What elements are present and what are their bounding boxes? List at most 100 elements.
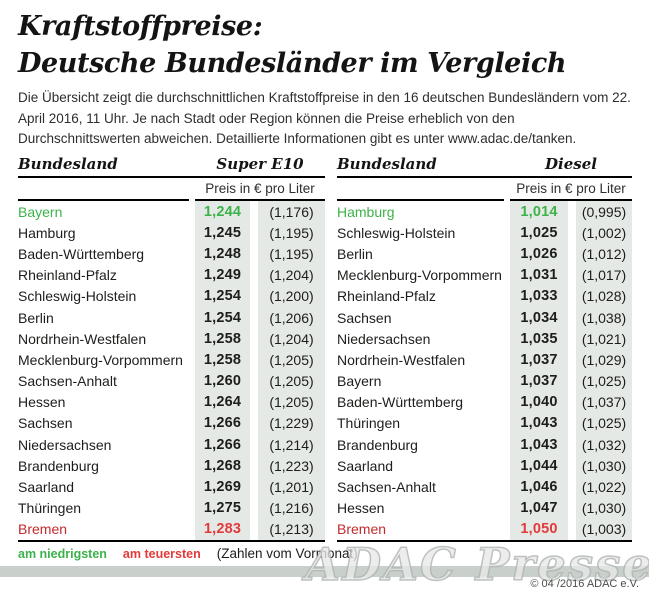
footer-bar (0, 566, 649, 577)
state-name: Brandenburg (337, 436, 418, 453)
column-gap (250, 307, 258, 328)
state-name: Sachsen (337, 309, 392, 326)
table-row: Bremen 1,050 (1,003) (337, 518, 632, 540)
column-gap (568, 498, 576, 519)
state-name: Thüringen (18, 500, 82, 517)
price-value: 1,260 (195, 370, 250, 392)
prev-month-value: (0,995) (576, 201, 632, 223)
prev-month-value: (1,205) (258, 370, 325, 392)
table-row: Berlin 1,254 (1,206) (18, 306, 325, 329)
state-name: Schleswig-Holstein (18, 288, 137, 305)
legend-note: (Zahlen vom Vormonat) (216, 546, 358, 561)
prev-month-value: (1,030) (576, 497, 632, 519)
prev-month-value: (1,205) (258, 349, 325, 371)
state-name: Hamburg (18, 224, 76, 241)
page-title-line2: Deutsche Bundesländer im Vergleich (18, 48, 567, 79)
table-row: Nordrhein-Westfalen 1,258 (1,204) (18, 328, 325, 350)
column-gap (568, 371, 576, 392)
price-value: 1,248 (195, 243, 250, 265)
state-name: Bayern (18, 203, 63, 220)
subheader-rule (18, 178, 189, 201)
table-row: Thüringen 1,043 (1,025) (337, 412, 632, 435)
price-value: 1,043 (510, 434, 568, 456)
table-row: Brandenburg 1,043 (1,032) (337, 434, 632, 456)
table-subheader: Preis in € pro Liter (337, 178, 632, 201)
prev-month-value: (1,201) (258, 476, 325, 498)
price-value: 1,254 (195, 306, 250, 329)
price-unit-label: Preis in € pro Liter (195, 178, 325, 201)
table-row: Baden-Württemberg 1,248 (1,195) (18, 243, 325, 265)
prev-month-value: (1,223) (258, 455, 325, 477)
price-value: 1,268 (195, 455, 250, 477)
price-value: 1,264 (195, 391, 250, 413)
page-title-line1: Kraftstoffpreise: (18, 11, 263, 42)
table-row: Bayern 1,037 (1,025) (337, 370, 632, 392)
table-row: Schleswig-Holstein 1,025 (1,002) (337, 222, 632, 244)
column-gap (250, 455, 258, 476)
table-row: Mecklenburg-Vorpommern 1,031 (1,017) (337, 264, 632, 286)
column-gap (568, 455, 576, 476)
table-row: Baden-Württemberg 1,040 (1,037) (337, 391, 632, 413)
column-gap (250, 498, 258, 519)
table-row: Hessen 1,047 (1,030) (337, 497, 632, 519)
state-name: Mecklenburg-Vorpommern (337, 267, 502, 284)
column-gap (568, 243, 576, 264)
price-value: 1,266 (195, 434, 250, 456)
state-name: Nordrhein-Westfalen (18, 330, 147, 347)
prev-month-value: (1,205) (258, 391, 325, 413)
column-gap (250, 328, 258, 349)
table-row: Hamburg 1,014 (0,995) (337, 201, 632, 223)
table-body: Bayern 1,244 (1,176) Hamburg 1,245 (1,19… (18, 201, 325, 542)
table-row: Bayern 1,244 (1,176) (18, 201, 325, 223)
legend-highest: am teuersten (122, 547, 201, 561)
prev-month-value: (1,216) (258, 497, 325, 519)
column-gap (250, 392, 258, 413)
prev-month-value: (1,204) (258, 264, 325, 286)
column-gap (250, 371, 258, 392)
prev-month-value: (1,206) (258, 306, 325, 329)
column-gap (568, 349, 576, 370)
table-row: Sachsen-Anhalt 1,260 (1,205) (18, 370, 325, 392)
table-row: Nordrhein-Westfalen 1,037 (1,029) (337, 349, 632, 371)
prev-month-value: (1,030) (576, 455, 632, 477)
price-value: 1,034 (510, 306, 568, 329)
table-row: Saarland 1,044 (1,030) (337, 455, 632, 477)
price-value: 1,050 (510, 518, 568, 540)
state-name: Baden-Württemberg (337, 394, 464, 411)
intro-text: Die Übersicht zeigt die durchschnittlich… (18, 90, 631, 146)
price-value: 1,026 (510, 243, 568, 265)
fuel-type-header: Super E10 (216, 155, 304, 173)
state-name: Niedersachsen (337, 330, 431, 347)
table-subheader: Preis in € pro Liter (18, 178, 325, 201)
column-gap (250, 265, 258, 286)
state-name: Baden-Württemberg (18, 245, 145, 262)
column-gap (250, 222, 258, 243)
prev-month-value: (1,214) (258, 434, 325, 456)
column-gap (568, 476, 576, 497)
state-name: Hessen (18, 394, 66, 411)
column-gap (568, 413, 576, 434)
state-name: Saarland (337, 457, 394, 474)
state-name: Hamburg (337, 203, 395, 220)
column-gap (568, 201, 576, 222)
table-row: Rheinland-Pfalz 1,249 (1,204) (18, 264, 325, 286)
prev-month-value: (1,200) (258, 285, 325, 307)
prev-month-value: (1,022) (576, 476, 632, 498)
table-header: Bundesland Super E10 (18, 155, 325, 178)
price-value: 1,040 (510, 391, 568, 413)
table-row: Hamburg 1,245 (1,195) (18, 222, 325, 244)
prev-month-value: (1,012) (576, 243, 632, 265)
table-row: Sachsen 1,266 (1,229) (18, 412, 325, 435)
bundesland-column-header: Bundesland (337, 155, 437, 173)
price-value: 1,254 (195, 285, 250, 307)
table-row: Rheinland-Pfalz 1,033 (1,028) (337, 285, 632, 307)
price-value: 1,258 (195, 349, 250, 371)
column-gap (568, 392, 576, 413)
super-e10-table: Bundesland Super E10 Preis in € pro Lite… (18, 155, 325, 542)
copyright-text: © 04 /2016 ADAC e.V. (530, 578, 639, 590)
state-name: Berlin (18, 309, 54, 326)
prev-month-value: (1,002) (576, 222, 632, 244)
price-value: 1,244 (195, 201, 250, 223)
column-gap (250, 201, 258, 222)
price-value: 1,269 (195, 476, 250, 498)
